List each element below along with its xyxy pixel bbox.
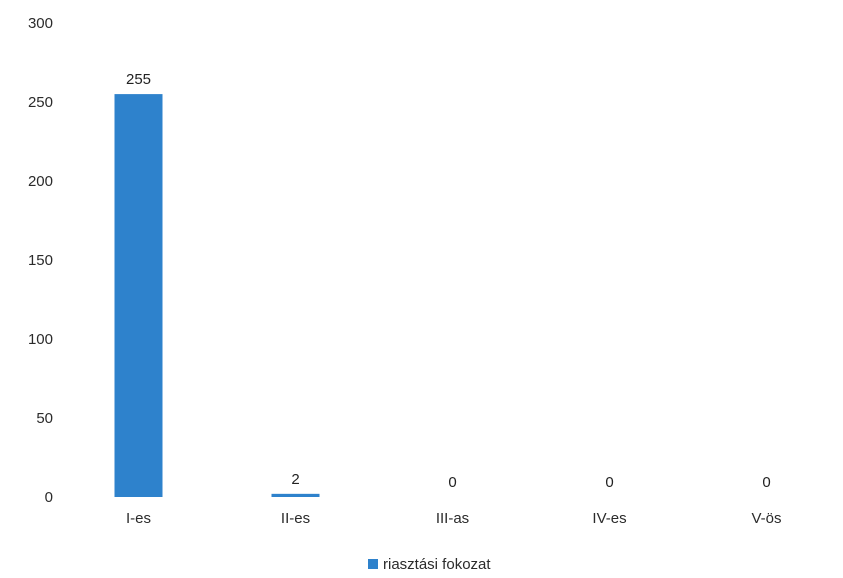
y-tick-label: 50 [36, 410, 53, 427]
y-tick-label: 250 [28, 94, 53, 111]
legend-label: riasztási fokozat [383, 556, 491, 573]
y-axis: 0 50 100 150 200 250 300 [28, 15, 53, 506]
bars [114, 94, 320, 497]
data-label: 0 [448, 474, 456, 491]
legend-swatch [368, 559, 378, 569]
x-tick-label: I-es [126, 510, 151, 527]
bar [271, 493, 320, 497]
x-tick-label: V-ös [751, 510, 781, 527]
data-label: 2 [291, 471, 299, 488]
data-labels: 255 2 0 0 0 [126, 71, 771, 491]
legend: riasztási fokozat [368, 556, 491, 573]
y-tick-label: 100 [28, 331, 53, 348]
x-tick-label: IV-es [592, 510, 626, 527]
data-label: 0 [605, 474, 613, 491]
x-tick-label: II-es [281, 510, 310, 527]
x-tick-label: III-as [436, 510, 469, 527]
y-tick-label: 150 [28, 252, 53, 269]
y-tick-label: 300 [28, 15, 53, 32]
bar [114, 94, 163, 497]
y-tick-label: 200 [28, 173, 53, 190]
data-label: 255 [126, 71, 151, 88]
x-axis: I-es II-es III-as IV-es V-ös [126, 510, 782, 527]
y-tick-label: 0 [45, 489, 53, 506]
data-label: 0 [762, 474, 770, 491]
